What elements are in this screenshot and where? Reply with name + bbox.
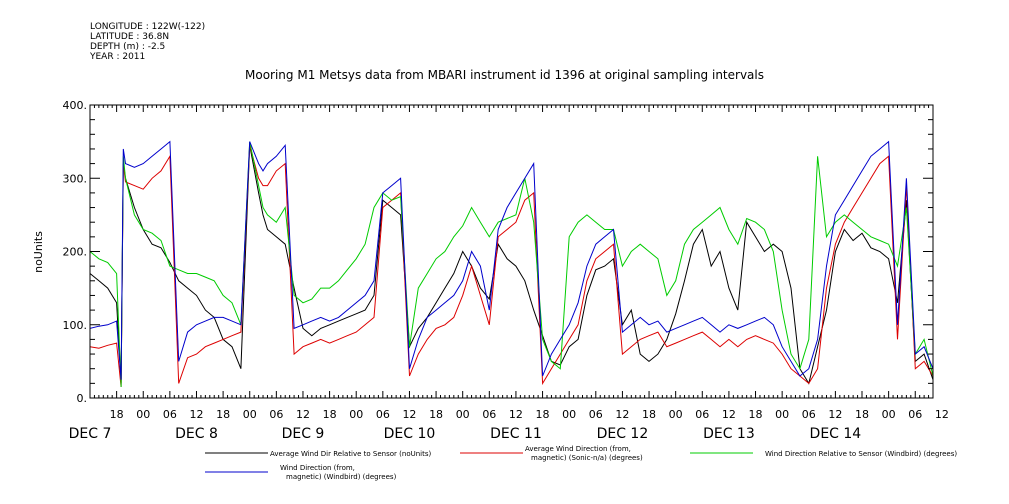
legend-label-2: magnetic) (Sonic-n/a) (degrees) xyxy=(531,454,643,462)
x-tick-label: 12 xyxy=(722,408,736,421)
x-tick-label: 12 xyxy=(828,408,842,421)
x-day-label: DEC 9 xyxy=(282,426,325,442)
y-tick-label: 400. xyxy=(63,99,88,112)
x-tick-label: 18 xyxy=(749,408,763,421)
series-line-3 xyxy=(89,141,934,388)
legend-label-1: Average Wind Dir Relative to Sensor (noU… xyxy=(270,450,431,458)
x-day-label: DEC 12 xyxy=(597,426,649,442)
x-tick-label: 12 xyxy=(296,408,310,421)
x-tick-label: 00 xyxy=(669,408,683,421)
y-tick-label: 100. xyxy=(63,319,88,332)
x-tick-label: 12 xyxy=(509,408,523,421)
x-day-label: DEC 14 xyxy=(810,426,862,442)
x-tick-label: 18 xyxy=(216,408,230,421)
y-tick-label: 300. xyxy=(63,172,88,185)
x-tick-label: 12 xyxy=(402,408,416,421)
series-line-2 xyxy=(89,145,934,388)
x-tick-label: 06 xyxy=(482,408,496,421)
series-line-1 xyxy=(89,145,934,385)
y-tick-label: 0. xyxy=(77,392,88,405)
series-line-4 xyxy=(89,140,934,380)
x-tick-label: 00 xyxy=(882,408,896,421)
x-tick-label: 18 xyxy=(110,408,124,421)
plot-frame xyxy=(89,104,934,399)
x-tick-label: 18 xyxy=(323,408,337,421)
legend: Average Wind Dir Relative to Sensor (noU… xyxy=(205,445,957,481)
x-tick-label: 06 xyxy=(269,408,283,421)
x-day-label: DEC 10 xyxy=(384,426,436,442)
x-day-label: DEC 7 xyxy=(69,426,112,442)
x-tick-label: 00 xyxy=(243,408,257,421)
series-layer xyxy=(89,140,934,388)
x-tick-label: 12 xyxy=(615,408,629,421)
x-tick-label: 18 xyxy=(536,408,550,421)
x-tick-label: 00 xyxy=(349,408,363,421)
x-tick-label: 06 xyxy=(802,408,816,421)
x-day-label: DEC 8 xyxy=(175,426,218,442)
x-tick-label: 00 xyxy=(456,408,470,421)
y-axis-label: noUnits xyxy=(32,231,45,273)
meta-longitude: LONGITUDE : 122W(-122) xyxy=(90,22,206,32)
x-tick-label: 00 xyxy=(775,408,789,421)
x-tick-label: 06 xyxy=(376,408,390,421)
x-tick-label: 06 xyxy=(908,408,922,421)
meta-year: YEAR : 2011 xyxy=(90,52,146,62)
axis-layer: 18 00 06 12 18 00 06 12 18 00 06 12 18 00 06 12 18 00 06 12… xyxy=(63,99,949,442)
x-tick-label: 12 xyxy=(189,408,203,421)
x-tick-label: 00 xyxy=(136,408,150,421)
meta-latitude: LATITUDE : 36.8N xyxy=(90,32,170,42)
x-tick-label: 06 xyxy=(589,408,603,421)
legend-label-4: magnetic) (Windbird) (degrees) xyxy=(286,473,397,481)
x-tick-label: 18 xyxy=(855,408,869,421)
x-day-label: DEC 11 xyxy=(490,426,542,442)
x-tick-label: 00 xyxy=(562,408,576,421)
x-tick-label: 06 xyxy=(695,408,709,421)
legend-label-4: Wind Direction (from, xyxy=(280,464,355,472)
y-tick-label: 200. xyxy=(63,246,88,259)
x-tick-label: 12 xyxy=(935,408,949,421)
x-tick-label: 18 xyxy=(642,408,656,421)
chart-title: Mooring M1 Metsys data from MBARI instru… xyxy=(245,68,764,82)
x-day-label: DEC 13 xyxy=(703,426,755,442)
legend-label-3: Wind Direction Relative to Sensor (Windb… xyxy=(765,450,957,458)
x-tick-label: 18 xyxy=(429,408,443,421)
legend-label-2: Average Wind Direction (from, xyxy=(525,445,631,453)
x-tick-label: 06 xyxy=(163,408,177,421)
meta-depth: DEPTH (m) : -2.5 xyxy=(90,42,166,52)
